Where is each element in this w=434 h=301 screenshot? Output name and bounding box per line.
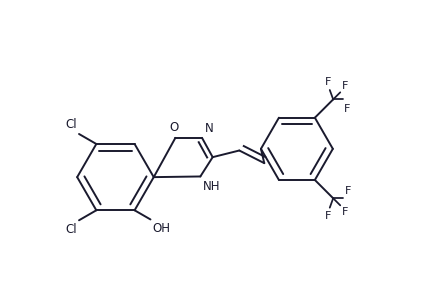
Text: F: F xyxy=(342,207,349,217)
Text: OH: OH xyxy=(152,222,170,235)
Text: F: F xyxy=(342,81,349,91)
Text: Cl: Cl xyxy=(66,118,77,131)
Text: O: O xyxy=(169,121,178,134)
Text: F: F xyxy=(325,211,332,221)
Text: Cl: Cl xyxy=(66,223,77,236)
Text: F: F xyxy=(344,104,351,114)
Text: F: F xyxy=(345,185,351,196)
Text: N: N xyxy=(205,122,214,135)
Text: NH: NH xyxy=(203,181,220,194)
Text: F: F xyxy=(325,77,332,87)
